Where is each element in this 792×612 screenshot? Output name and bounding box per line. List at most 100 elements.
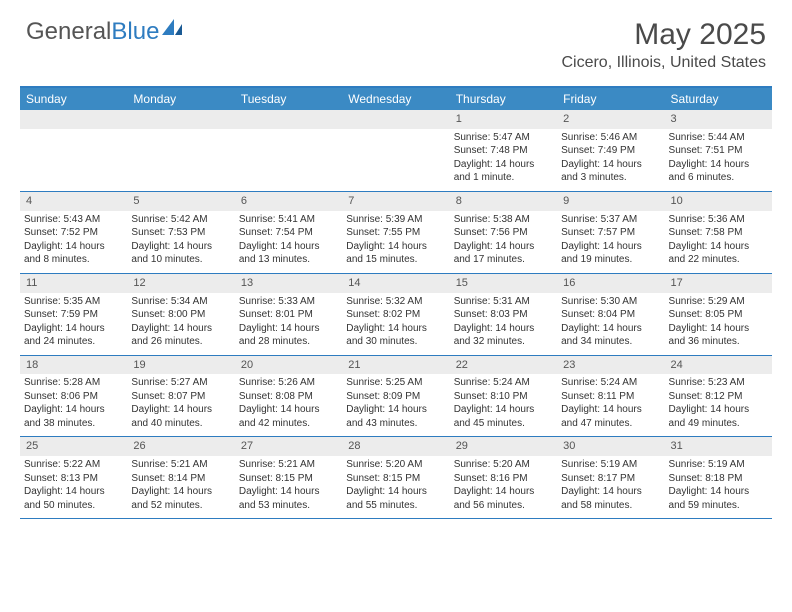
day-header-cell: Tuesday [235, 88, 342, 110]
daylight-text: Daylight: 14 hours and 55 minutes. [346, 485, 445, 512]
sunrise-text: Sunrise: 5:46 AM [561, 131, 660, 145]
day-body: Sunrise: 5:38 AMSunset: 7:56 PMDaylight:… [450, 211, 557, 273]
sunrise-text: Sunrise: 5:29 AM [669, 295, 768, 309]
day-header-cell: Wednesday [342, 88, 449, 110]
daylight-text: Daylight: 14 hours and 50 minutes. [24, 485, 123, 512]
day-number: 8 [450, 192, 557, 211]
day-number: 7 [342, 192, 449, 211]
sunset-text: Sunset: 8:13 PM [24, 472, 123, 486]
sunset-text: Sunset: 7:53 PM [131, 226, 230, 240]
day-cell [127, 110, 234, 191]
sunrise-text: Sunrise: 5:47 AM [454, 131, 553, 145]
day-cell [20, 110, 127, 191]
sunset-text: Sunset: 7:54 PM [239, 226, 338, 240]
day-cell: 14Sunrise: 5:32 AMSunset: 8:02 PMDayligh… [342, 274, 449, 355]
day-cell: 30Sunrise: 5:19 AMSunset: 8:17 PMDayligh… [557, 437, 664, 518]
day-number: 5 [127, 192, 234, 211]
day-number: 19 [127, 356, 234, 375]
day-number: 18 [20, 356, 127, 375]
daylight-text: Daylight: 14 hours and 13 minutes. [239, 240, 338, 267]
daylight-text: Daylight: 14 hours and 36 minutes. [669, 322, 768, 349]
day-body: Sunrise: 5:19 AMSunset: 8:17 PMDaylight:… [557, 456, 664, 518]
day-number: 12 [127, 274, 234, 293]
sunset-text: Sunset: 8:11 PM [561, 390, 660, 404]
day-body: Sunrise: 5:44 AMSunset: 7:51 PMDaylight:… [665, 129, 772, 191]
day-cell: 10Sunrise: 5:36 AMSunset: 7:58 PMDayligh… [665, 192, 772, 273]
sunrise-text: Sunrise: 5:22 AM [24, 458, 123, 472]
day-cell: 24Sunrise: 5:23 AMSunset: 8:12 PMDayligh… [665, 356, 772, 437]
sunset-text: Sunset: 8:00 PM [131, 308, 230, 322]
day-body: Sunrise: 5:27 AMSunset: 8:07 PMDaylight:… [127, 374, 234, 436]
day-body: Sunrise: 5:26 AMSunset: 8:08 PMDaylight:… [235, 374, 342, 436]
day-number: 27 [235, 437, 342, 456]
day-number: 26 [127, 437, 234, 456]
day-body [127, 129, 234, 137]
sunrise-text: Sunrise: 5:20 AM [454, 458, 553, 472]
sunset-text: Sunset: 8:07 PM [131, 390, 230, 404]
day-body: Sunrise: 5:21 AMSunset: 8:15 PMDaylight:… [235, 456, 342, 518]
day-number: 15 [450, 274, 557, 293]
sunrise-text: Sunrise: 5:19 AM [561, 458, 660, 472]
calendar: SundayMondayTuesdayWednesdayThursdayFrid… [20, 86, 772, 519]
logo-text-blue: Blue [111, 18, 159, 46]
sunrise-text: Sunrise: 5:25 AM [346, 376, 445, 390]
day-number: 1 [450, 110, 557, 129]
sunset-text: Sunset: 7:52 PM [24, 226, 123, 240]
day-cell: 13Sunrise: 5:33 AMSunset: 8:01 PMDayligh… [235, 274, 342, 355]
day-header-cell: Saturday [665, 88, 772, 110]
daylight-text: Daylight: 14 hours and 26 minutes. [131, 322, 230, 349]
day-cell: 31Sunrise: 5:19 AMSunset: 8:18 PMDayligh… [665, 437, 772, 518]
sunset-text: Sunset: 7:48 PM [454, 144, 553, 158]
daylight-text: Daylight: 14 hours and 32 minutes. [454, 322, 553, 349]
day-number: 13 [235, 274, 342, 293]
sunrise-text: Sunrise: 5:43 AM [24, 213, 123, 227]
day-number: 6 [235, 192, 342, 211]
day-cell [342, 110, 449, 191]
day-number: 29 [450, 437, 557, 456]
daylight-text: Daylight: 14 hours and 17 minutes. [454, 240, 553, 267]
week-row: 25Sunrise: 5:22 AMSunset: 8:13 PMDayligh… [20, 437, 772, 519]
daylight-text: Daylight: 14 hours and 22 minutes. [669, 240, 768, 267]
day-number: 2 [557, 110, 664, 129]
day-cell: 26Sunrise: 5:21 AMSunset: 8:14 PMDayligh… [127, 437, 234, 518]
title-block: May 2025 Cicero, Illinois, United States [561, 18, 766, 72]
daylight-text: Daylight: 14 hours and 53 minutes. [239, 485, 338, 512]
daylight-text: Daylight: 14 hours and 49 minutes. [669, 403, 768, 430]
day-cell: 11Sunrise: 5:35 AMSunset: 7:59 PMDayligh… [20, 274, 127, 355]
day-cell: 15Sunrise: 5:31 AMSunset: 8:03 PMDayligh… [450, 274, 557, 355]
day-body: Sunrise: 5:30 AMSunset: 8:04 PMDaylight:… [557, 293, 664, 355]
month-title: May 2025 [561, 18, 766, 52]
day-body: Sunrise: 5:32 AMSunset: 8:02 PMDaylight:… [342, 293, 449, 355]
day-header-cell: Friday [557, 88, 664, 110]
logo-sail-icon [162, 16, 184, 44]
sunset-text: Sunset: 7:57 PM [561, 226, 660, 240]
logo: GeneralBlue [26, 18, 184, 46]
day-body [342, 129, 449, 137]
day-number: 9 [557, 192, 664, 211]
day-cell: 21Sunrise: 5:25 AMSunset: 8:09 PMDayligh… [342, 356, 449, 437]
daylight-text: Daylight: 14 hours and 34 minutes. [561, 322, 660, 349]
sunrise-text: Sunrise: 5:34 AM [131, 295, 230, 309]
daylight-text: Daylight: 14 hours and 58 minutes. [561, 485, 660, 512]
daylight-text: Daylight: 14 hours and 1 minute. [454, 158, 553, 185]
sunset-text: Sunset: 8:15 PM [239, 472, 338, 486]
sunrise-text: Sunrise: 5:24 AM [454, 376, 553, 390]
sunset-text: Sunset: 7:59 PM [24, 308, 123, 322]
sunset-text: Sunset: 7:55 PM [346, 226, 445, 240]
sunset-text: Sunset: 8:14 PM [131, 472, 230, 486]
sunrise-text: Sunrise: 5:26 AM [239, 376, 338, 390]
day-number: 3 [665, 110, 772, 129]
day-number: 24 [665, 356, 772, 375]
day-cell: 20Sunrise: 5:26 AMSunset: 8:08 PMDayligh… [235, 356, 342, 437]
day-cell: 2Sunrise: 5:46 AMSunset: 7:49 PMDaylight… [557, 110, 664, 191]
location-text: Cicero, Illinois, United States [561, 54, 766, 72]
day-body: Sunrise: 5:35 AMSunset: 7:59 PMDaylight:… [20, 293, 127, 355]
sunrise-text: Sunrise: 5:30 AM [561, 295, 660, 309]
day-cell: 23Sunrise: 5:24 AMSunset: 8:11 PMDayligh… [557, 356, 664, 437]
day-header-cell: Sunday [20, 88, 127, 110]
day-cell: 25 Sunrise: 5:22 AMSunset: 8:13 PMDayligh… [20, 437, 127, 518]
day-body: Sunrise: 5:19 AMSunset: 8:18 PMDaylight:… [665, 456, 772, 518]
day-body: Sunrise: 5:41 AMSunset: 7:54 PMDaylight:… [235, 211, 342, 273]
day-number: 25 [20, 437, 127, 456]
daylight-text: Daylight: 14 hours and 38 minutes. [24, 403, 123, 430]
